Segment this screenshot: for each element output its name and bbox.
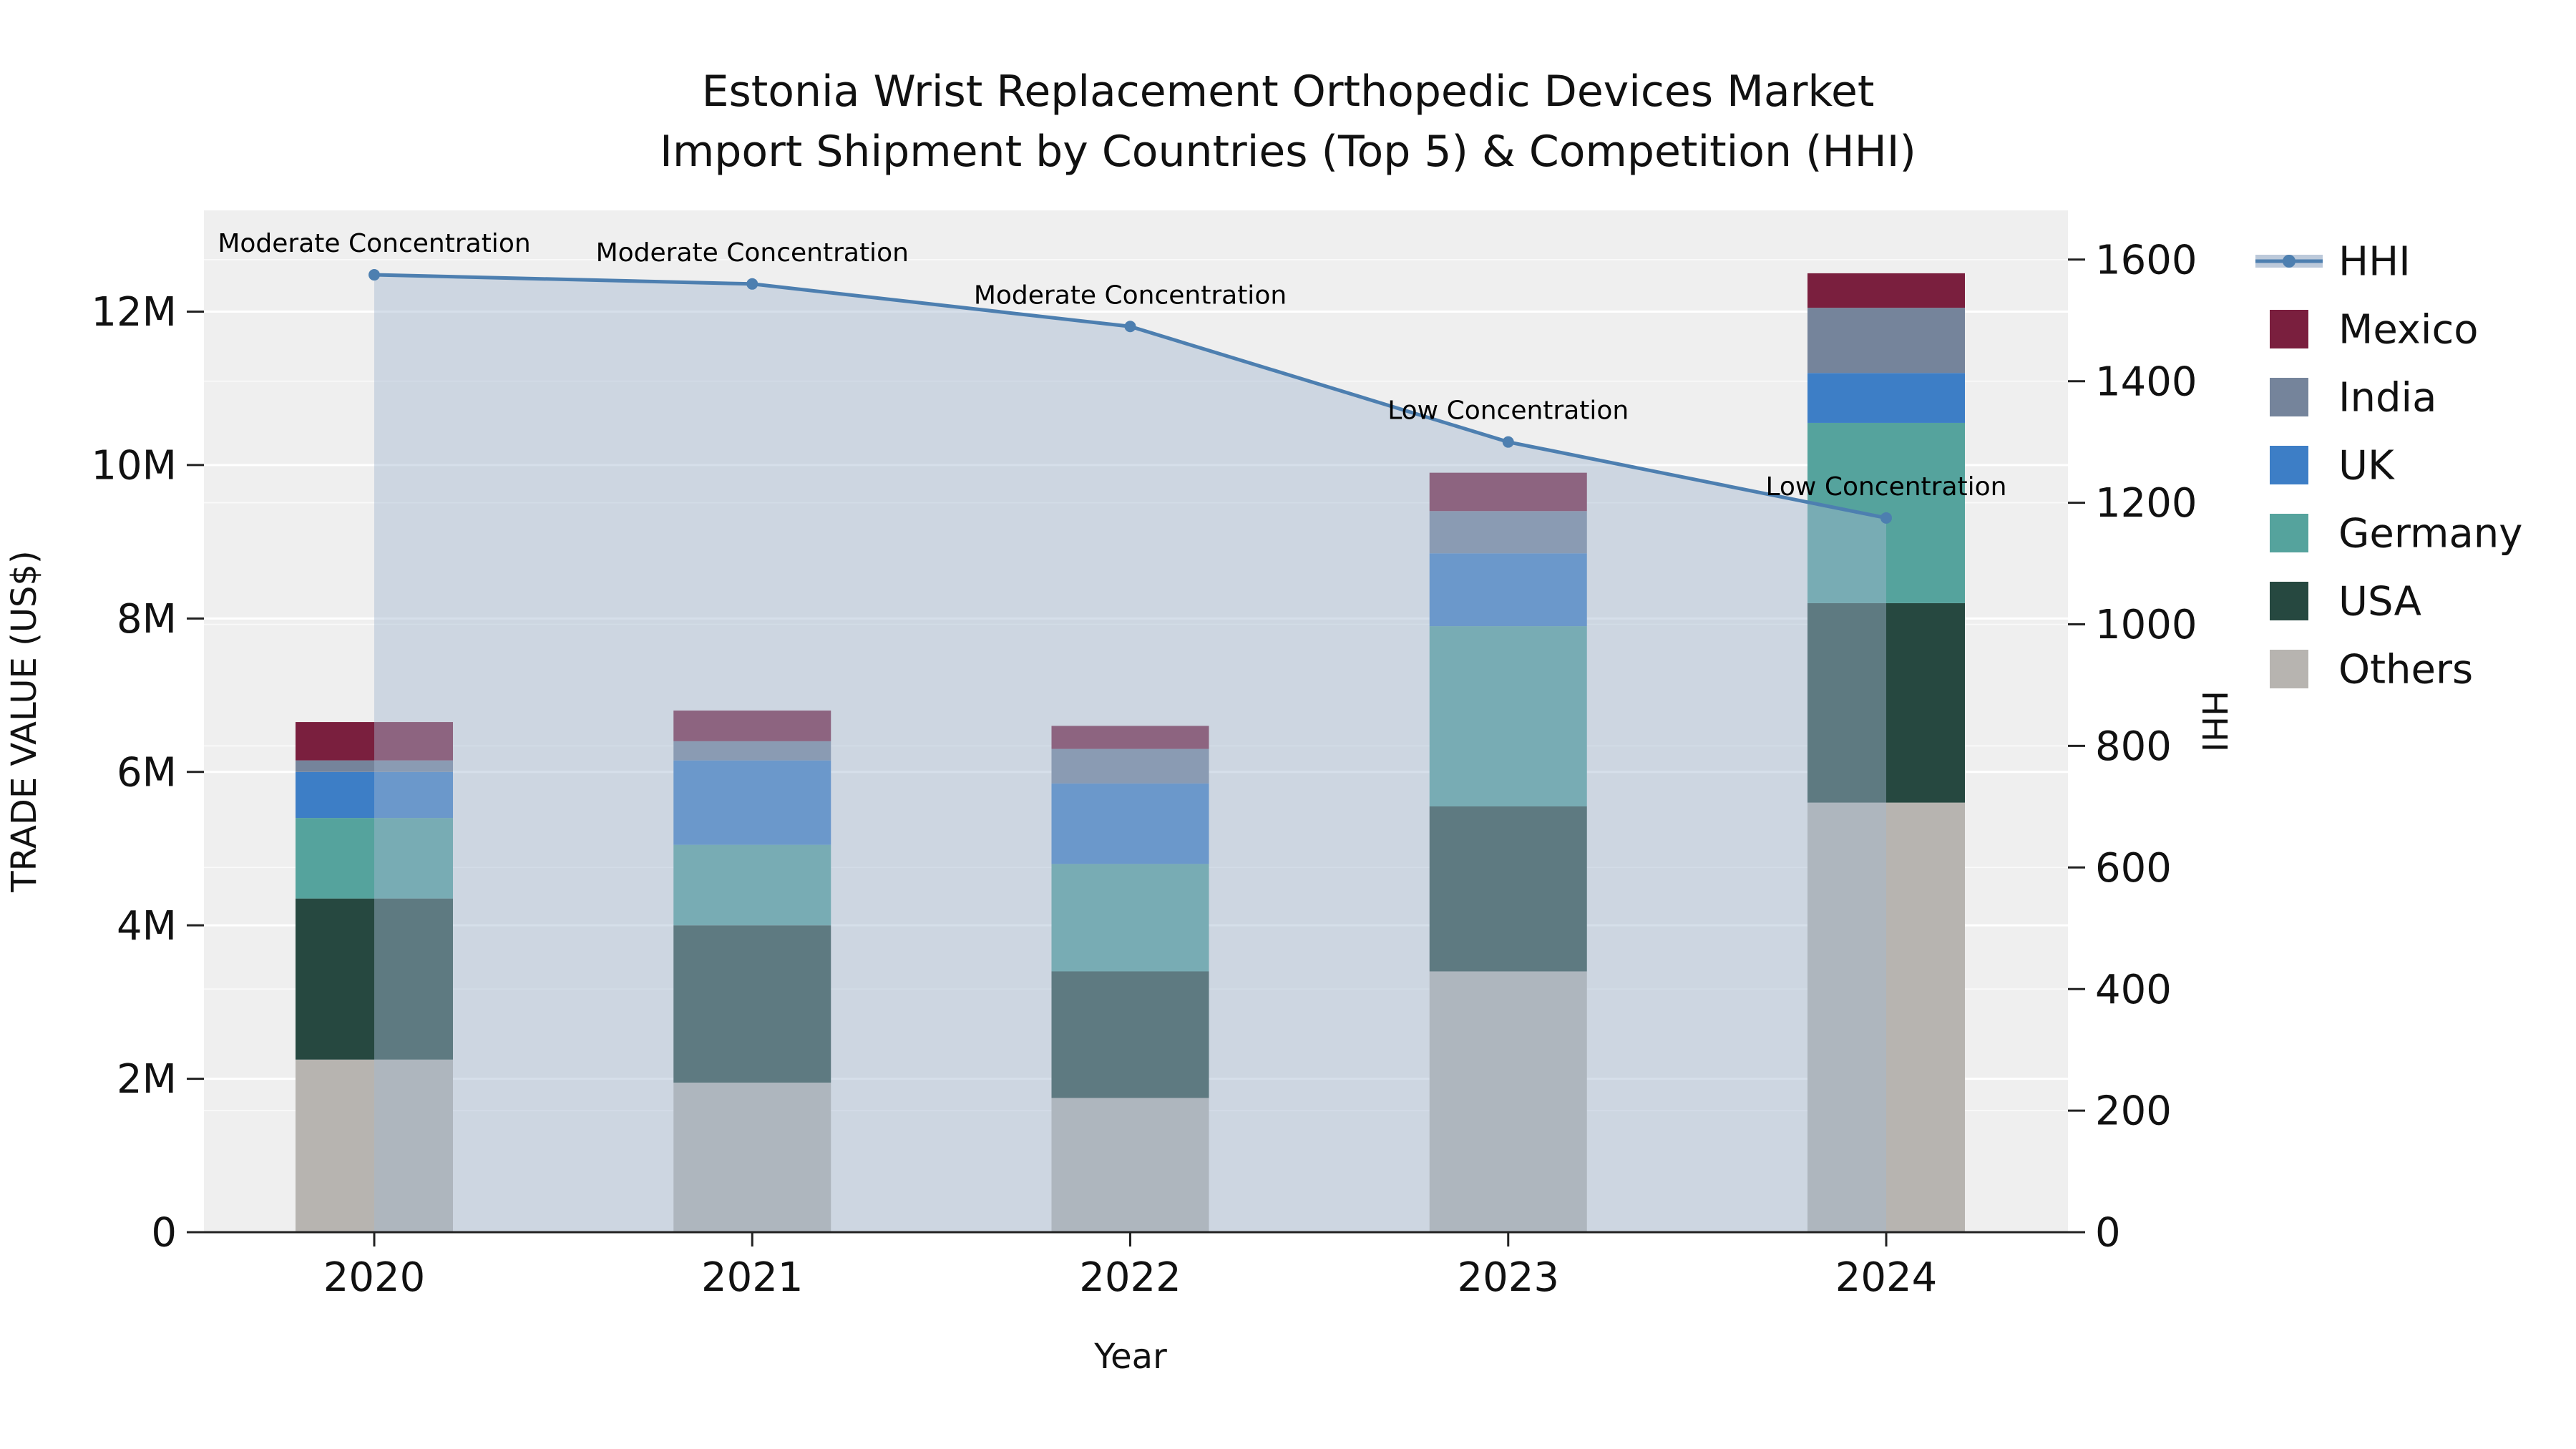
legend-item-others: Others	[2270, 647, 2473, 693]
y-left-tick-label: 6M	[117, 749, 177, 796]
bar-segment-others-2023	[1429, 971, 1587, 1232]
legend-item-uk: UK	[2270, 443, 2395, 489]
bar-segment-usa-2024	[1807, 602, 1965, 803]
bar-segment-usa-2021	[673, 925, 831, 1083]
bar-segment-others-2020	[296, 1059, 453, 1232]
legend-item-mexico: Mexico	[2270, 307, 2479, 353]
bar-segment-germany-2021	[673, 844, 831, 926]
y-right-tick-label: 600	[2095, 845, 2172, 892]
plot-area: Moderate Concentration Moderate Concentra…	[91, 210, 2197, 1301]
bar-segment-uk-2021	[673, 760, 831, 845]
bar-segment-india-2024	[1807, 308, 1965, 374]
y-right-tick-label: 0	[2095, 1210, 2121, 1257]
bar-segment-uk-2020	[296, 771, 453, 819]
x-tick-label-2024: 2024	[1835, 1254, 1938, 1301]
bar-segment-usa-2023	[1429, 806, 1587, 972]
legend-item-usa: USA	[2270, 579, 2421, 625]
y-right-tick-label: 1600	[2095, 237, 2197, 283]
legend-label-uk: UK	[2338, 443, 2395, 489]
bar-segment-mexico-2022	[1051, 726, 1209, 749]
y-right-tick-label: 1400	[2095, 358, 2197, 405]
y-right-tick-label: 1200	[2095, 480, 2197, 527]
bar-segment-mexico-2024	[1807, 273, 1965, 308]
hhi-marker-2020	[369, 269, 380, 281]
y-right-tick-label: 1000	[2095, 602, 2197, 648]
legend-swatch-mexico	[2270, 310, 2308, 348]
bar-segment-india-2022	[1051, 748, 1209, 784]
legend-swatch-others	[2270, 650, 2308, 688]
legend-label-mexico: Mexico	[2338, 307, 2479, 353]
legend-swatch-uk	[2270, 446, 2308, 484]
chart-title-line1: Estonia Wrist Replacement Orthopedic Dev…	[702, 67, 1875, 117]
legend: HHI Mexico India UK Germany USA Others	[2255, 239, 2522, 693]
hhi-marker-2021	[746, 278, 758, 290]
y-left-tick-label: 4M	[117, 903, 177, 950]
x-tick-label-2020: 2020	[323, 1254, 426, 1301]
y-right-tick-label: 200	[2095, 1088, 2172, 1135]
x-axis-title: Year	[1093, 1337, 1167, 1377]
bar-segment-germany-2022	[1051, 864, 1209, 972]
hhi-annotation-2022: Moderate Concentration	[974, 280, 1287, 310]
hhi-marker-2023	[1502, 436, 1514, 448]
bar-segment-india-2021	[673, 741, 831, 761]
legend-swatch-india	[2270, 378, 2308, 416]
bar-segment-mexico-2023	[1429, 472, 1587, 512]
hhi-annotation-2021: Moderate Concentration	[596, 238, 909, 268]
hhi-annotation-2023: Low Concentration	[1387, 396, 1629, 426]
legend-label-usa: USA	[2338, 579, 2421, 625]
legend-label-india: India	[2338, 375, 2436, 421]
legend-item-germany: Germany	[2270, 511, 2522, 557]
bar-segment-usa-2022	[1051, 971, 1209, 1098]
hhi-marker-2022	[1124, 321, 1136, 333]
y-left-tick-label: 0	[151, 1210, 177, 1257]
bar-segment-usa-2020	[296, 898, 453, 1060]
y-left-tick-label: 12M	[91, 289, 177, 336]
legend-label-hhi: HHI	[2338, 239, 2411, 286]
y-left-tick-label: 10M	[91, 443, 177, 489]
hhi-area-fill	[374, 275, 1886, 1232]
y-left-tick-label: 2M	[117, 1056, 177, 1103]
legend-label-others: Others	[2338, 647, 2473, 693]
hhi-annotation-2020: Moderate Concentration	[218, 229, 530, 258]
x-tick-label-2023: 2023	[1457, 1254, 1559, 1301]
bar-segment-india-2020	[296, 760, 453, 772]
bar-segment-mexico-2021	[673, 710, 831, 741]
bar-segment-mexico-2020	[296, 722, 453, 761]
bar-segment-uk-2022	[1051, 783, 1209, 864]
legend-swatch-germany	[2270, 514, 2308, 552]
bar-segment-india-2023	[1429, 511, 1587, 554]
hhi-annotation-2024: Low Concentration	[1765, 472, 2006, 502]
bar-segment-others-2021	[673, 1082, 831, 1232]
bar-segment-germany-2020	[296, 818, 453, 899]
bar-segment-uk-2023	[1429, 553, 1587, 627]
legend-label-germany: Germany	[2338, 511, 2522, 557]
bar-segment-uk-2024	[1807, 373, 1965, 423]
chart-title-line2: Import Shipment by Countries (Top 5) & C…	[660, 127, 1916, 177]
hhi-marker-2024	[1880, 512, 1892, 524]
y-left-axis-title: TRADE VALUE (US$)	[4, 550, 44, 892]
y-left-tick-label: 8M	[117, 596, 177, 643]
x-tick-label-2021: 2021	[701, 1254, 804, 1301]
legend-item-hhi: HHI	[2255, 239, 2411, 286]
bar-segment-others-2024	[1807, 802, 1965, 1232]
hhi-legend-marker	[2283, 255, 2296, 268]
bar-segment-others-2022	[1051, 1098, 1209, 1232]
bar-segment-germany-2023	[1429, 626, 1587, 806]
y-right-tick-label: 400	[2095, 967, 2172, 1013]
legend-item-india: India	[2270, 375, 2436, 421]
x-tick-label-2022: 2022	[1079, 1254, 1181, 1301]
y-right-tick-label: 800	[2095, 723, 2172, 770]
y-right-axis-title: HHI	[2194, 691, 2234, 752]
legend-swatch-usa	[2270, 582, 2308, 620]
